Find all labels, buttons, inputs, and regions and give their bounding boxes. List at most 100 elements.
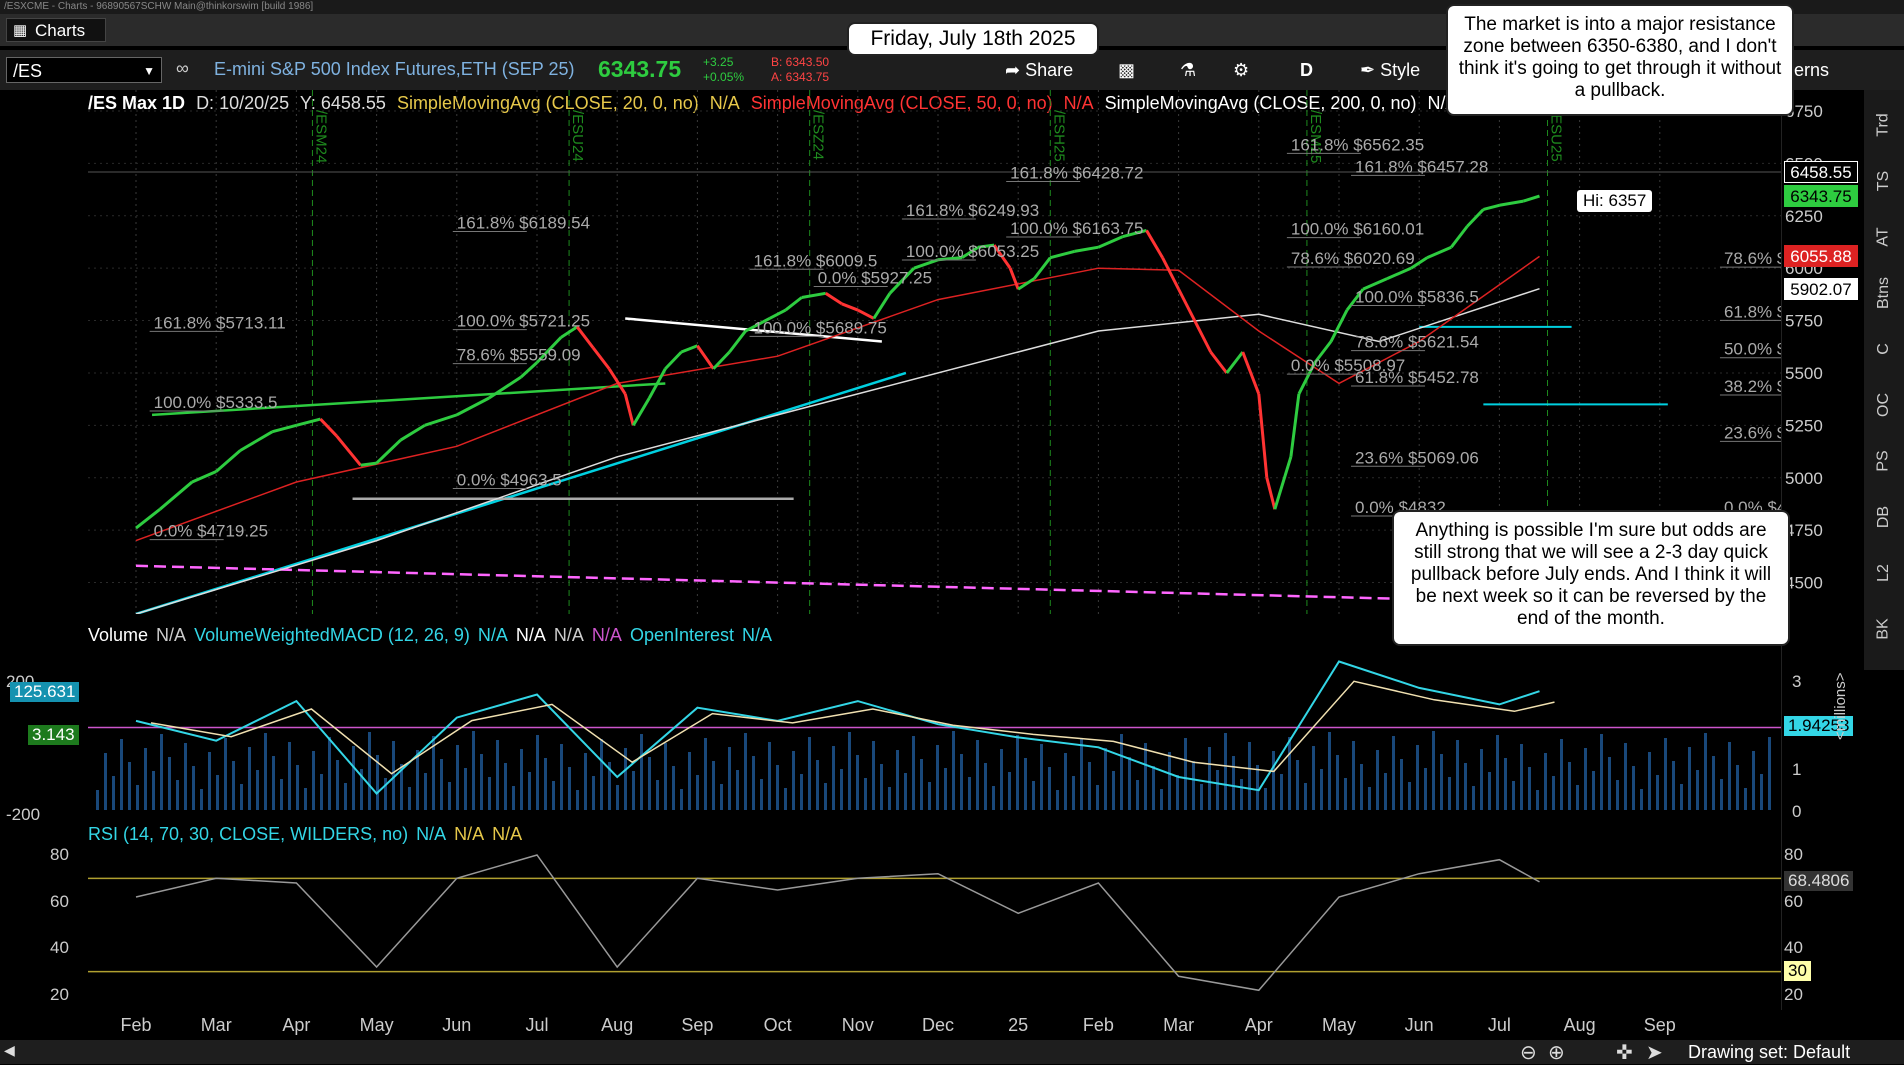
volume-bar xyxy=(672,766,675,810)
volume-header-item[interactable]: Volume xyxy=(88,625,149,645)
zoom-out-icon[interactable]: ⊖ xyxy=(1520,1042,1537,1064)
side-tab[interactable]: BK xyxy=(1864,604,1904,654)
volume-bar xyxy=(688,752,691,810)
fib-label: 161.8% $6189.54 xyxy=(457,214,590,233)
price-segment xyxy=(1313,340,1333,364)
cursor-icon[interactable]: ➤ xyxy=(1646,1042,1663,1064)
volume-bar xyxy=(104,753,107,810)
side-tab[interactable]: OC xyxy=(1864,380,1904,430)
fib-label: 23.6% $5069.06 xyxy=(1355,448,1479,467)
volume-bar xyxy=(920,759,923,810)
volume-bar xyxy=(1520,744,1523,810)
scroll-left-icon[interactable]: ◀ xyxy=(4,1042,15,1058)
price-segment xyxy=(1257,393,1269,478)
sma50-label[interactable]: SimpleMovingAvg (CLOSE, 50, 0, no) xyxy=(750,93,1053,113)
price-segment xyxy=(937,256,963,262)
price-segment xyxy=(215,449,242,473)
side-tab-label: BK xyxy=(1875,618,1892,640)
volume-bar xyxy=(616,785,619,810)
month-label: May xyxy=(1322,1015,1356,1035)
rsi-plot[interactable] xyxy=(88,845,1781,1005)
price-tick: 5500 xyxy=(1785,364,1823,383)
volume-bar xyxy=(248,747,251,810)
ask-price: A: 6343.75 xyxy=(771,70,830,84)
volume-bar xyxy=(1456,740,1459,810)
volume-bar xyxy=(640,734,643,810)
volume-bar xyxy=(776,765,779,810)
side-tab[interactable]: C xyxy=(1864,324,1904,374)
zoom-in-icon[interactable]: ⊕ xyxy=(1548,1042,1565,1064)
rsi-value-badge: 30 xyxy=(1784,960,1811,981)
volume-bar xyxy=(1752,751,1755,810)
price-tick: 4750 xyxy=(1785,521,1823,540)
volume-bar xyxy=(864,778,867,810)
flexible-grid-icon[interactable]: ▩ xyxy=(1118,60,1136,80)
volume-bar xyxy=(1592,771,1595,810)
volume-header-item: N/A xyxy=(477,625,508,645)
period-selector[interactable]: D xyxy=(1300,60,1313,80)
price-segment xyxy=(1410,256,1429,270)
pan-icon[interactable]: ✜ xyxy=(1616,1042,1633,1064)
price-segment xyxy=(744,317,771,333)
price-plot[interactable]: /ESM24/ESU24/ESZ24/ESH25/ESM25/ESU25 161.… xyxy=(88,90,1781,614)
volume-bar xyxy=(760,779,763,810)
volume-bar xyxy=(128,762,131,810)
header-y: Y: 6458.55 xyxy=(299,93,386,113)
volume-bar xyxy=(408,787,411,810)
side-tab[interactable]: TS xyxy=(1864,156,1904,206)
volume-bar xyxy=(1504,758,1507,810)
month-label: Aug xyxy=(601,1015,633,1035)
volume-bar xyxy=(1000,749,1003,810)
sma50-line xyxy=(135,255,1540,542)
share-button[interactable]: ➦ Share xyxy=(1005,56,1073,84)
volume-bar xyxy=(736,770,739,810)
volume-bar xyxy=(1040,744,1043,810)
volume-header-item[interactable]: VolumeWeightedMACD (12, 26, 9) xyxy=(194,625,470,645)
volume-bar xyxy=(744,733,747,810)
volume-bar xyxy=(1320,769,1323,810)
side-tab[interactable]: L2 xyxy=(1864,548,1904,598)
side-tab[interactable]: PS xyxy=(1864,436,1904,486)
volume-bar xyxy=(568,767,571,810)
volume-bar xyxy=(424,773,427,810)
charts-tab[interactable]: ▦ Charts xyxy=(6,18,106,42)
sma20-label[interactable]: SimpleMovingAvg (CLOSE, 20, 0, no) xyxy=(396,93,699,113)
patterns-button[interactable]: erns xyxy=(1794,60,1830,80)
price-label: 5902.07 xyxy=(1784,277,1858,300)
symbol-input[interactable]: /ES ▼ xyxy=(6,57,162,83)
volume-bar xyxy=(384,778,387,810)
link-icon[interactable]: ∞ xyxy=(176,58,189,78)
price-segment xyxy=(1161,256,1180,290)
side-tab[interactable]: DB xyxy=(1864,492,1904,542)
drawing-set-selector[interactable]: Drawing set: Default xyxy=(1688,1042,1851,1062)
volume-bar xyxy=(280,779,283,810)
volume-bar xyxy=(136,785,139,810)
price-segment xyxy=(1049,249,1075,260)
volume-header-item[interactable]: OpenInterest xyxy=(629,625,734,645)
style-button[interactable]: ✒ Style xyxy=(1360,56,1420,84)
volume-bar xyxy=(824,783,827,810)
settings-gear-icon[interactable]: ⚙ xyxy=(1233,60,1250,80)
volume-bar xyxy=(1352,741,1355,810)
month-label: Apr xyxy=(282,1015,310,1035)
volume-bar xyxy=(1216,770,1219,810)
side-tab[interactable]: AT xyxy=(1864,212,1904,262)
side-tab[interactable]: Trd xyxy=(1864,100,1904,150)
volume-bar xyxy=(1760,774,1763,810)
fib-label: 100.0% $6160.01 xyxy=(1291,220,1424,239)
month-label: Oct xyxy=(764,1015,792,1035)
volume-bar xyxy=(1576,785,1579,810)
volume-bar xyxy=(560,744,563,810)
rsi-header-item[interactable]: RSI (14, 70, 30, CLOSE, WILDERS, no) xyxy=(88,824,409,844)
fib-label: 100.0% $5721.25 xyxy=(457,312,590,331)
studies-flask-icon[interactable]: ⚗ xyxy=(1180,60,1197,80)
side-tab[interactable]: Btns xyxy=(1864,268,1904,318)
trendline xyxy=(135,564,1420,601)
volume-bar xyxy=(1080,739,1083,810)
volume-bar xyxy=(144,748,147,810)
dropdown-icon[interactable]: ▼ xyxy=(143,64,155,78)
volume-macd-plot[interactable] xyxy=(88,645,1781,810)
volume-bar xyxy=(1024,758,1027,810)
symbol-value: /ES xyxy=(13,61,43,81)
fib-label: 61.8% $5452.78 xyxy=(1355,368,1479,387)
